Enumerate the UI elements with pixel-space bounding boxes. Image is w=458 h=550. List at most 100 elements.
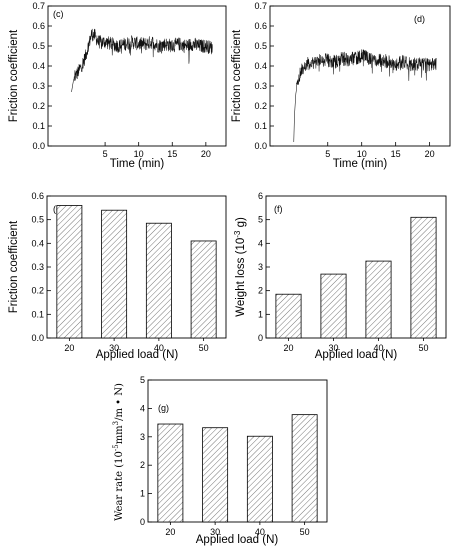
y-tick-label: 0.1 <box>32 121 45 131</box>
x-axis-label: Applied load (N) <box>315 349 398 361</box>
panel-label: (c) <box>53 9 64 19</box>
y-tick-label: 5 <box>258 215 263 225</box>
y-axis-label-tail: /m • N) <box>114 383 125 421</box>
y-tick-label: 4 <box>140 403 145 413</box>
x-tick-label: 20 <box>283 343 293 353</box>
panel-label: (d) <box>414 14 425 24</box>
plot-frame <box>47 5 227 147</box>
x-tick-label: 40 <box>255 527 265 537</box>
x-tick-label: 5 <box>325 149 330 159</box>
y-axis-label: Friction coefficient <box>8 220 20 313</box>
y-tick-label: 0.1 <box>31 309 44 319</box>
y-axis-label-main: Wear rate (10 <box>114 451 125 521</box>
y-tick-label: 5 <box>140 375 145 385</box>
x-tick-label: 10 <box>357 149 367 159</box>
bar-50 <box>190 240 217 339</box>
y-tick-label: 4 <box>258 238 263 248</box>
x-tick-label: 40 <box>373 343 383 353</box>
y-axis-label: Weight loss (10-3 g) <box>233 217 247 317</box>
y-tick-label: 0.5 <box>31 215 44 225</box>
y-axis-label-mid: mm <box>114 425 125 444</box>
x-tick-label: 20 <box>425 149 435 159</box>
x-tick-label: 30 <box>109 343 119 353</box>
y-tick-label: 0.3 <box>32 81 45 91</box>
x-tick-label: 15 <box>391 149 401 159</box>
plot-frame <box>147 379 328 523</box>
y-tick-label: 1 <box>258 309 263 319</box>
y-axis-label-main: Weight loss (10 <box>235 238 247 317</box>
x-tick-label: 30 <box>210 527 220 537</box>
bar-50 <box>410 216 437 339</box>
y-tick-label: 0.4 <box>254 61 267 71</box>
x-tick-label: 20 <box>165 527 175 537</box>
y-tick-label: 0.7 <box>32 1 45 11</box>
y-axis-label-sup: -5 <box>112 444 120 451</box>
y-tick-label: 0.3 <box>254 81 267 91</box>
x-tick-label: 20 <box>64 343 74 353</box>
y-tick-label: 0.5 <box>32 41 45 51</box>
x-axis-label: Time (min) <box>333 158 388 170</box>
y-tick-label: 0.5 <box>254 41 267 51</box>
panel-label: (f) <box>274 204 283 214</box>
plot-frame <box>269 5 451 147</box>
y-tick-label: 2 <box>140 460 145 470</box>
bar-30 <box>101 209 128 339</box>
y-axis-label-sup: -3 <box>233 230 242 238</box>
friction-trace-line <box>71 28 213 93</box>
y-axis-label: Friction coefficient <box>231 29 243 122</box>
y-tick-label: 0.7 <box>254 1 267 11</box>
y-axis-label-tail: g) <box>235 217 247 231</box>
y-tick-label: 0.0 <box>31 333 44 343</box>
y-axis-label-sup2: 3 <box>112 421 120 425</box>
bar-40 <box>246 435 273 523</box>
y-tick-label: 0.6 <box>32 21 45 31</box>
panel-f-weight-loss-chart: (f) Applied load (N) Weight loss (10-3 g… <box>233 191 447 361</box>
bar-20 <box>56 205 83 339</box>
x-tick-label: 40 <box>154 343 164 353</box>
y-tick-label: 0.0 <box>254 141 267 151</box>
y-tick-label: 1 <box>140 489 145 499</box>
x-tick-label: 50 <box>418 343 428 353</box>
x-tick-label: 50 <box>199 343 209 353</box>
bar-20 <box>275 293 302 339</box>
y-tick-label: 0.4 <box>32 61 45 71</box>
bar-50 <box>291 414 318 523</box>
x-axis-label: Time (min) <box>110 158 165 170</box>
y-tick-label: 0.3 <box>31 262 44 272</box>
panel-g-wear-rate-chart: (g) Applied load (N) Wear rate (10-5mm3/… <box>112 375 328 546</box>
y-tick-label: 2 <box>258 286 263 296</box>
panel-d-friction-time-chart: (d) Time (min) Friction coefficient 0.0 0… <box>231 1 451 170</box>
bar-30 <box>320 273 347 339</box>
friction-trace-line <box>293 49 437 143</box>
x-axis-label: Applied load (N) <box>96 349 179 361</box>
y-tick-label: 3 <box>140 432 145 442</box>
y-tick-label: 0.2 <box>254 101 267 111</box>
y-tick-label: 0.1 <box>254 121 267 131</box>
x-tick-label: 5 <box>103 149 108 159</box>
bar-30 <box>202 427 229 523</box>
y-tick-label: 0 <box>258 333 263 343</box>
y-tick-label: 0.2 <box>31 286 44 296</box>
y-tick-label: 3 <box>258 262 263 272</box>
y-axis-label: Friction coefficient <box>8 29 20 122</box>
y-tick-label: 0.0 <box>32 141 45 151</box>
x-axis-label: Applied load (N) <box>196 534 279 546</box>
x-tick-label: 30 <box>328 343 338 353</box>
bar-40 <box>365 260 392 339</box>
y-tick-label: 6 <box>258 191 263 201</box>
y-tick-label: 0.6 <box>31 191 44 201</box>
panel-e-friction-load-chart: (e) Applied load (N) Friction coefficien… <box>8 191 227 361</box>
y-tick-label: 0.4 <box>31 238 44 248</box>
bar-20 <box>157 423 184 523</box>
x-tick-label: 15 <box>167 149 177 159</box>
x-tick-label: 20 <box>201 149 211 159</box>
y-axis-label: Wear rate (10-5mm3/m • N) <box>112 383 125 521</box>
y-tick-label: 0.6 <box>254 21 267 31</box>
y-tick-label: 0 <box>140 517 145 527</box>
panel-c-friction-time-chart: (c) Time (min) Friction coefficient 0.0 0… <box>8 1 227 170</box>
bar-40 <box>145 222 172 339</box>
panel-label: (g) <box>158 403 169 413</box>
y-tick-label: 0.2 <box>32 101 45 111</box>
x-tick-label: 10 <box>134 149 144 159</box>
